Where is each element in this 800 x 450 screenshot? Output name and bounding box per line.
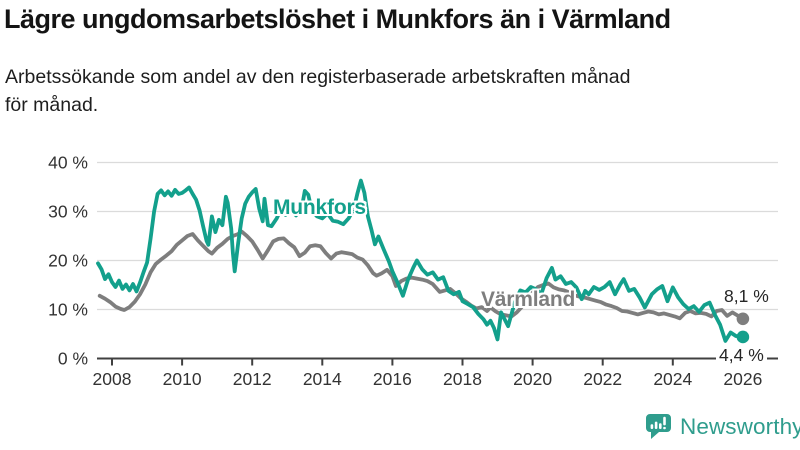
end-value-label-munkfors: 4,4 % — [716, 345, 767, 366]
chart-subtitle: Arbetssökande som andel av den registerb… — [5, 63, 630, 119]
end-value-label-varmland: 8,1 % — [724, 286, 769, 306]
x-tick-label: 2016 — [373, 369, 412, 389]
series-line-munkfors — [96, 178, 745, 343]
series-end-dot-värmland — [736, 312, 750, 326]
x-tick-label: 2024 — [653, 369, 692, 389]
y-tick-label: 10 % — [48, 300, 88, 320]
chart-subtitle-line1: Arbetssökande som andel av den registerb… — [5, 66, 631, 88]
x-tick-label: 2022 — [583, 369, 622, 389]
series-end-dot-munkfors — [736, 330, 750, 344]
series-label-munkfors: Munkfors — [273, 196, 366, 219]
chart-subtitle-line2: för månad. — [5, 94, 99, 116]
y-tick-label: 0 % — [58, 349, 88, 369]
x-tick-label: 2014 — [303, 369, 342, 389]
newsworthy-logo-text: Newsworthy — [680, 413, 800, 439]
x-tick-label: 2026 — [723, 369, 762, 389]
y-tick-label: 20 % — [48, 251, 88, 271]
series-label-varmland: Värmland — [481, 288, 576, 311]
x-tick-label: 2010 — [163, 369, 202, 389]
x-tick-label: 2020 — [513, 369, 552, 389]
newsworthy-logo-icon — [646, 414, 671, 439]
y-tick-label: 30 % — [48, 202, 88, 222]
newsworthy-logo: Newsworthy — [644, 412, 800, 441]
series-line-värmland — [97, 229, 745, 321]
x-tick-label: 2008 — [93, 369, 132, 389]
y-tick-label: 40 % — [48, 153, 88, 173]
page-title: Lägre ungdomsarbetslöshet i Munkfors än … — [4, 4, 671, 34]
x-tick-label: 2018 — [443, 369, 482, 389]
x-tick-label: 2012 — [233, 369, 272, 389]
